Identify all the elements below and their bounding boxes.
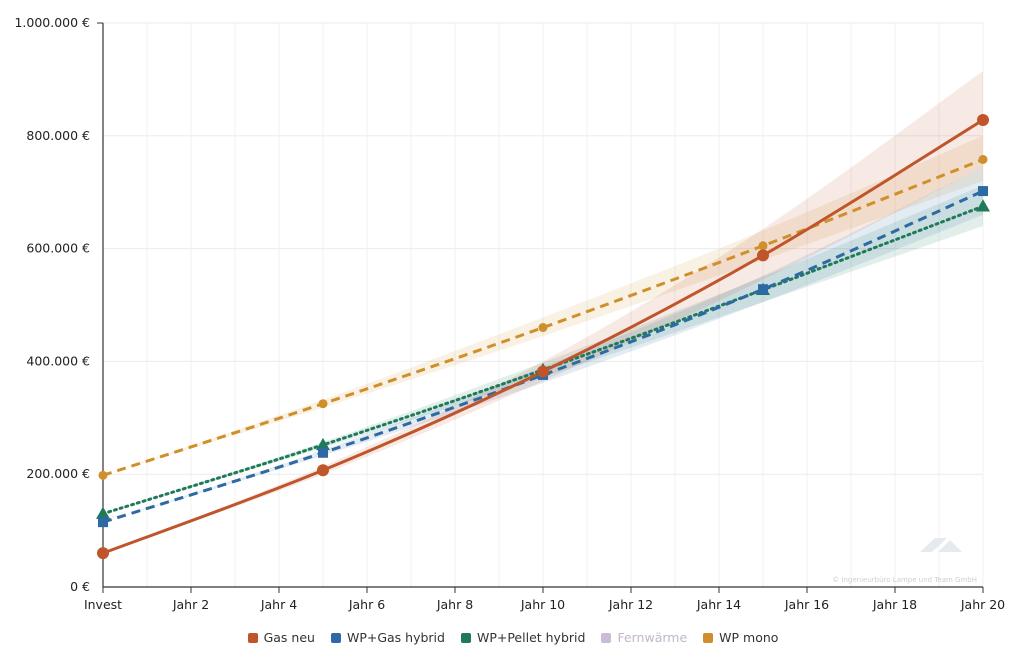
- data-point-0-1[interactable]: [317, 464, 329, 477]
- x-tick-label: Jahr 12: [608, 597, 653, 612]
- data-point-0-3[interactable]: [757, 249, 769, 262]
- data-point-4-0[interactable]: [98, 470, 108, 480]
- legend-item-2[interactable]: WP+Pellet hybrid: [460, 630, 586, 645]
- y-tick-label: 0 €: [70, 579, 90, 594]
- legend-item-1[interactable]: WP+Gas hybrid: [330, 630, 445, 645]
- x-tick-label: Jahr 16: [784, 597, 829, 612]
- legend-swatch: [247, 632, 258, 643]
- x-tick-label: Jahr 8: [436, 597, 473, 612]
- data-point-0-2[interactable]: [537, 365, 549, 378]
- y-tick-label: 400.000 €: [26, 353, 90, 368]
- x-tick-label: Jahr 2: [172, 597, 209, 612]
- x-tick-label: Invest: [84, 597, 122, 612]
- legend-label: Gas neu: [263, 630, 315, 645]
- legend-label: WP+Gas hybrid: [346, 630, 445, 645]
- data-point-1-3[interactable]: [758, 284, 768, 295]
- y-tick-label: 200.000 €: [26, 466, 90, 481]
- legend-item-0[interactable]: Gas neu: [247, 630, 315, 645]
- x-tick-label: Jahr 20: [960, 597, 1005, 612]
- data-point-1-4[interactable]: [978, 186, 988, 197]
- legend-item-3[interactable]: Fernwärme: [601, 630, 687, 645]
- data-point-1-0[interactable]: [98, 517, 108, 528]
- data-point-4-4[interactable]: [978, 154, 988, 164]
- data-point-1-1[interactable]: [318, 447, 328, 458]
- x-tick-label: Jahr 18: [872, 597, 917, 612]
- data-point-0-0[interactable]: [97, 547, 109, 560]
- series-line-1: [102, 189, 984, 524]
- series-markers: [96, 114, 990, 560]
- y-tick-label: 1.000.000 €: [14, 15, 90, 30]
- company-logo-watermark: [920, 538, 962, 552]
- legend-swatch: [601, 632, 612, 643]
- data-point-2-0[interactable]: [96, 506, 110, 519]
- data-point-2-1[interactable]: [316, 437, 330, 451]
- series-line-4: [102, 158, 984, 477]
- data-point-4-3[interactable]: [758, 241, 768, 251]
- copyright-watermark: © Ingenieurbüro Lampe und Team GmbH: [832, 576, 977, 584]
- x-tick-label: Jahr 4: [260, 597, 297, 612]
- legend-label: WP+Pellet hybrid: [476, 630, 586, 645]
- data-point-2-4[interactable]: [976, 199, 990, 212]
- x-tick-label: Jahr 6: [348, 597, 385, 612]
- y-tick-label: 600.000 €: [26, 241, 90, 256]
- x-tick-label: Jahr 10: [520, 597, 565, 612]
- chart-legend: Gas neu WP+Gas hybrid WP+Pellet hybrid Fern…: [0, 630, 1026, 645]
- data-point-4-2[interactable]: [538, 323, 548, 333]
- legend-swatch: [330, 632, 341, 643]
- legend-swatch: [703, 632, 714, 643]
- y-tick-label: 800.000 €: [26, 128, 90, 143]
- legend-item-4[interactable]: WP mono: [703, 630, 778, 645]
- legend-label: Fernwärme: [617, 630, 688, 645]
- line-chart: 0 € 200.000 € 400.000 € 600.000 € 800.000 € 1…: [14, 15, 1005, 612]
- data-point-0-4[interactable]: [977, 114, 989, 127]
- data-point-4-1[interactable]: [318, 399, 328, 409]
- legend-label: WP mono: [719, 630, 779, 645]
- logo-shape-left: [920, 538, 947, 552]
- axes: 0 € 200.000 € 400.000 € 600.000 € 800.000 € 1…: [14, 15, 1005, 612]
- legend-swatch: [460, 632, 471, 643]
- x-tick-label: Jahr 14: [696, 597, 741, 612]
- logo-shape-right: [938, 540, 962, 552]
